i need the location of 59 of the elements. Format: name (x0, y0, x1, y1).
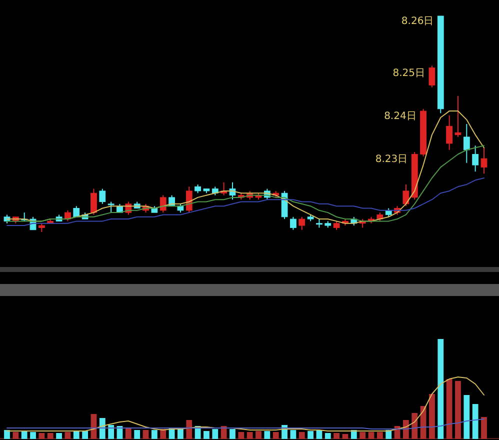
bar (220, 426, 227, 439)
candlestick (454, 95, 462, 138)
bar (481, 417, 487, 439)
bar (125, 428, 132, 439)
bar (334, 433, 340, 439)
candlestick (298, 216, 306, 230)
bar (238, 432, 244, 439)
bar (30, 432, 36, 439)
candlestick (64, 210, 71, 222)
bar (246, 432, 253, 439)
bar (108, 425, 114, 439)
bar (368, 432, 374, 439)
bar (4, 430, 10, 439)
bar (464, 395, 470, 439)
bar (438, 339, 444, 439)
bar (256, 431, 262, 439)
bar (56, 433, 62, 439)
annotation: 8.23日 (375, 154, 408, 166)
bar (429, 394, 435, 439)
candlestick (402, 184, 410, 207)
bar (272, 432, 279, 439)
candlestick (90, 188, 97, 216)
bar (12, 432, 19, 439)
annotation: 8.26日 (401, 16, 434, 27)
bar (308, 431, 314, 439)
bar (186, 420, 192, 439)
candlestick (428, 65, 436, 88)
bar (73, 431, 80, 439)
bar (376, 432, 383, 439)
bar (64, 432, 71, 439)
candlestick (446, 114, 453, 150)
candlestick (99, 188, 106, 204)
bar (298, 432, 305, 439)
annotation: 8.25日 (392, 68, 426, 79)
bar (360, 432, 366, 439)
candlestick (480, 147, 488, 174)
bar (342, 434, 348, 439)
bar (212, 429, 218, 439)
annotation: 8.24日 (384, 111, 416, 122)
bar (290, 430, 296, 439)
bar (204, 431, 210, 439)
bar (142, 430, 149, 439)
candlestick (472, 145, 479, 172)
bar (47, 433, 54, 439)
candlestick (290, 216, 296, 230)
bar (230, 429, 236, 439)
bar (82, 431, 88, 439)
bar (134, 430, 140, 439)
bar (151, 430, 158, 439)
bar (455, 381, 461, 439)
bar (38, 433, 45, 439)
bar (264, 431, 270, 439)
candlestick (463, 124, 470, 164)
bar (324, 433, 331, 439)
bar (21, 431, 28, 439)
candlestick (160, 194, 166, 214)
bar (472, 404, 478, 439)
bar (446, 379, 452, 439)
candlestick (108, 201, 114, 214)
